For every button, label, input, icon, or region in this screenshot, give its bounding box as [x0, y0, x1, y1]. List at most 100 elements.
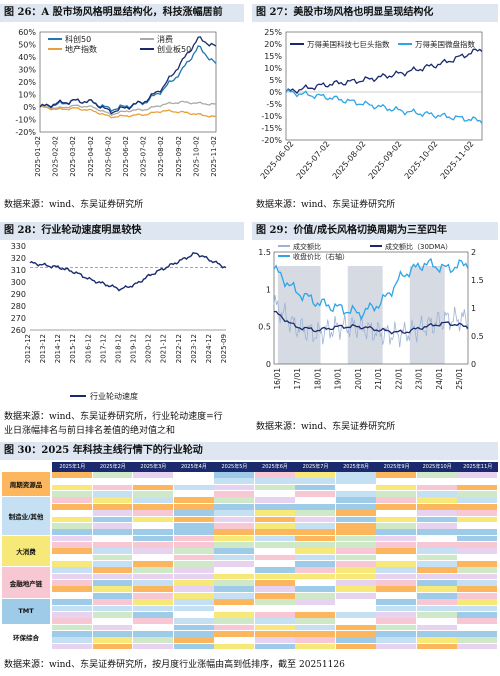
rotation-cell — [335, 611, 376, 618]
fig29-x-tick: 20/01 — [354, 368, 363, 390]
rotation-cell — [52, 484, 92, 491]
fig27-chart: -20% -15% -10% -5% 0% 5% 10% 15% 20% 25% 2025-06-0… — [259, 28, 483, 181]
fig30-source: 数据来源：wind、东吴证券研究所，按月度行业涨幅由高到低排序，截至 20251… — [4, 660, 345, 670]
rotation-cell — [376, 624, 417, 631]
rotation-cell — [416, 637, 457, 644]
rotation-cell — [214, 605, 255, 612]
rotation-cell — [416, 599, 457, 605]
rotation-cell — [92, 618, 133, 624]
rotation-cell — [92, 630, 133, 637]
rotation-cell — [254, 497, 295, 504]
rotation-cell — [457, 554, 498, 561]
fig26-y-tick: 0% — [23, 103, 36, 112]
rotation-cell — [335, 535, 376, 542]
rotation-cell — [416, 573, 457, 580]
fig27-y-tick: 5% — [269, 76, 282, 85]
fig28-chart: 260 270 280 290 300 310 320 330 2012-12 2013-12 20… — [11, 242, 228, 401]
fig29-series-line — [273, 310, 469, 335]
fig26-y-tick: 50% — [18, 41, 36, 50]
fig29-y-tick-left: 0 — [266, 360, 271, 369]
rotation-cell — [457, 567, 498, 574]
fig28-x-tick: 2012-12 — [24, 334, 32, 363]
rotation-month-header: 2025年1月 — [52, 462, 93, 472]
rotation-cell — [133, 529, 174, 535]
fig29-series-line — [273, 257, 469, 321]
fig29-regime-band — [347, 266, 383, 364]
rotation-cell — [133, 541, 174, 548]
fig26-x-tick: 2025-03-02 — [69, 136, 77, 177]
rotation-cell — [92, 535, 133, 542]
fig26-legend-label: 地产指数 — [65, 44, 97, 54]
rotation-cell — [133, 624, 174, 631]
rotation-cell — [376, 599, 417, 605]
rotation-cell — [295, 573, 336, 580]
fig28-y-tick: 270 — [11, 314, 26, 323]
rotation-cell — [214, 643, 255, 650]
fig27-y-tick: -20% — [261, 136, 282, 145]
rotation-cell — [133, 637, 174, 644]
fig29-y-tick-left: 0.5 — [258, 323, 271, 332]
rotation-cell — [214, 522, 255, 529]
fig29-x-tick: 23/01 — [415, 368, 424, 390]
rotation-cell — [376, 548, 417, 555]
fig26-legend-label: 消费 — [157, 34, 173, 44]
rotation-cell — [295, 472, 336, 478]
fig27-x-tick: 2025-07-02 — [295, 140, 332, 181]
fig29-chart: 0 0.5 1 1.5 0 0.5 1 1.5 2 16/01 17/01 18/01 19/01 20/… — [258, 242, 483, 390]
fig28-x-tick: 2023-12 — [190, 334, 198, 363]
rotation-cell — [214, 529, 255, 535]
rotation-cell — [173, 618, 214, 624]
rotation-cell — [416, 510, 457, 516]
rotation-cell — [52, 580, 92, 586]
fig27-source: 数据来源：wind、东吴证券研究所 — [256, 200, 396, 210]
rotation-cell — [92, 554, 133, 561]
rotation-cell — [457, 503, 498, 510]
fig29-plot-frame — [273, 251, 469, 365]
rotation-cell — [173, 611, 214, 618]
rotation-cell — [376, 586, 417, 593]
rotation-cell — [416, 516, 457, 523]
fig29-regime-band — [277, 266, 321, 364]
rotation-cell — [254, 478, 295, 485]
fig27-y-tick: -10% — [261, 112, 282, 121]
fig26-series-line — [39, 105, 217, 119]
rotation-cell — [295, 541, 336, 548]
fig28-x-tick: 2021-12 — [160, 334, 168, 363]
rotation-cell — [214, 510, 255, 516]
rotation-cell — [376, 541, 417, 548]
rotation-cell — [416, 548, 457, 555]
rotation-cell — [214, 637, 255, 644]
rotation-cell — [52, 522, 92, 529]
rotation-month-header: 2025年10月 — [416, 462, 458, 472]
rotation-cell — [376, 618, 417, 624]
rotation-cell — [173, 561, 214, 567]
rotation-cell — [376, 472, 417, 478]
rotation-cell — [335, 561, 376, 567]
rotation-cell — [133, 510, 174, 516]
rotation-cell — [254, 643, 295, 650]
fig26-y-tick: 30% — [18, 66, 36, 75]
rotation-cell — [376, 497, 417, 504]
rotation-cell — [254, 592, 295, 599]
rotation-cell — [173, 567, 214, 574]
rotation-cell — [173, 535, 214, 542]
fig27-y-tick: 10% — [264, 64, 282, 73]
rotation-cell — [376, 567, 417, 574]
rotation-cell — [416, 522, 457, 529]
rotation-cell — [295, 484, 336, 491]
fig27-x-tick: 2025-09-02 — [367, 140, 404, 181]
fig28-y-tick: 280 — [11, 302, 26, 311]
rotation-cell — [52, 529, 92, 535]
rotation-group-label: 大消费 — [2, 535, 50, 568]
rotation-cell — [376, 573, 417, 580]
rotation-cell — [52, 611, 92, 618]
rotation-cell — [92, 586, 133, 593]
rotation-cell — [92, 541, 133, 548]
rotation-cell — [295, 561, 336, 567]
rotation-cell — [173, 503, 214, 510]
fig29-series-line — [273, 295, 469, 348]
rotation-cell — [173, 548, 214, 555]
rotation-cell — [457, 529, 498, 535]
fig27-series-line — [285, 88, 483, 124]
rotation-cell — [254, 561, 295, 567]
